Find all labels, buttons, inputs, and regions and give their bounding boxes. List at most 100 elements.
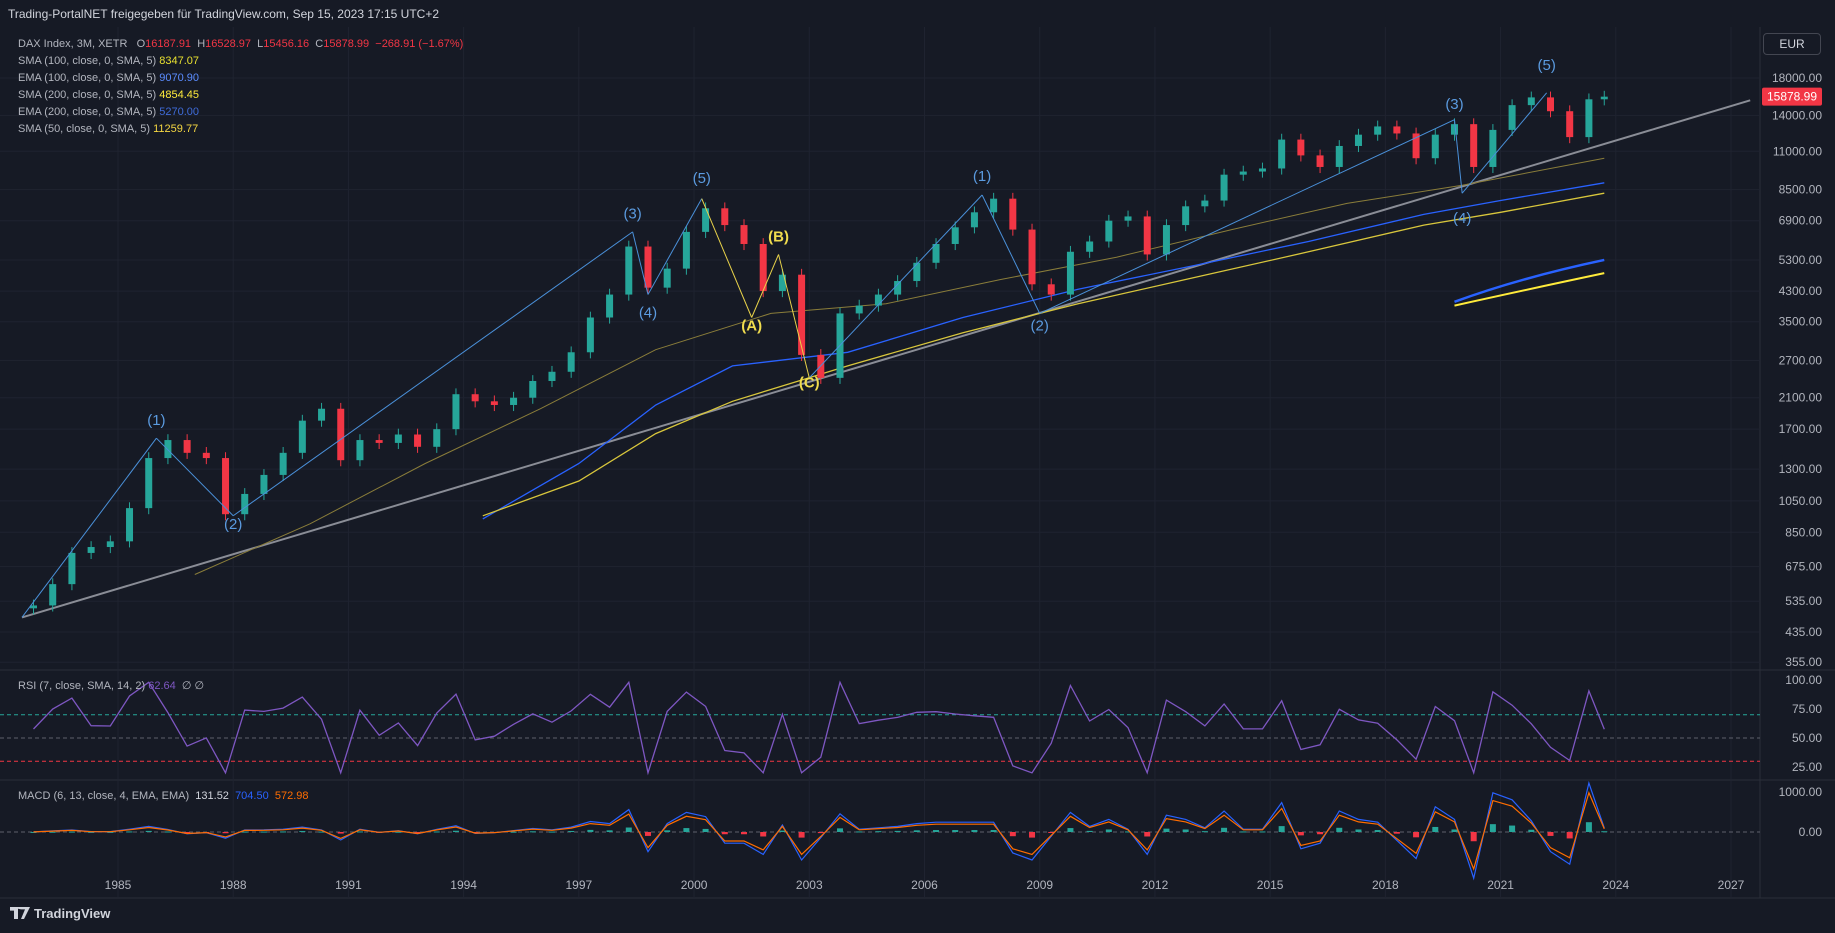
candle — [164, 440, 172, 459]
candle — [1162, 225, 1170, 255]
macd-histogram-bar — [318, 831, 325, 833]
macd-histogram-bar — [126, 831, 133, 833]
macd-legend[interactable]: MACD (6, 13, close, 4, EMA, EMA) 131.52 … — [18, 790, 309, 802]
last-price-label: 15878.99 — [1767, 90, 1817, 104]
symbol-row[interactable]: DAX Index, 3M, XETR O16187.91 H16528.97 … — [18, 36, 463, 53]
macd-histogram-bar — [856, 831, 863, 833]
candle — [30, 605, 38, 609]
wave-line — [778, 254, 810, 378]
candle — [894, 281, 902, 295]
wave-line — [156, 437, 234, 517]
candle — [68, 552, 76, 585]
rsi-legend[interactable]: RSI (7, close, SMA, 14, 2) 62.64 ∅ ∅ — [18, 679, 204, 692]
candle — [260, 474, 268, 494]
candle — [1239, 171, 1247, 175]
macd-histogram-bar — [837, 828, 844, 832]
candle — [1182, 206, 1190, 226]
candle — [586, 317, 594, 353]
chart-canvas[interactable]: 18000.00 14000.00 11000.00 8500.00 6900.00 53… — [0, 27, 1835, 927]
macd-histogram-bar — [260, 831, 267, 833]
macd-histogram-bar — [1355, 829, 1362, 832]
macd-histogram-bar — [1163, 828, 1170, 832]
candle — [778, 274, 786, 292]
macd-histogram-bar — [1413, 832, 1420, 838]
x-tick-label: 2003 — [796, 878, 823, 892]
indicator-row-sma50[interactable]: SMA (50, close, 0, SMA, 5) 11259.77 — [18, 121, 463, 138]
indicator-label: SMA (50, close, 0, SMA, 5) — [18, 123, 151, 135]
wave-label: (5) — [1537, 57, 1555, 74]
brand-name: TradingView — [34, 906, 111, 921]
macd-histogram-bar — [1144, 832, 1151, 837]
macd-histogram-bar — [644, 832, 651, 836]
macd-histogram-bar — [606, 830, 613, 832]
candle — [222, 458, 230, 515]
y-tick-label: 675.00 — [1785, 560, 1822, 574]
macd-histogram-bar — [740, 832, 747, 835]
macd-histogram-bar — [1125, 831, 1132, 833]
candle — [433, 429, 441, 447]
macd-histogram-bar — [1105, 829, 1112, 832]
high-label: H — [197, 38, 206, 50]
macd-histogram-bar — [587, 829, 594, 832]
indicator-row-ema200[interactable]: EMA (200, close, 0, SMA, 5) 5270.00 — [18, 104, 463, 121]
wave-label: (4) — [1453, 210, 1471, 227]
chart-title: Trading-PortalNET freigegeben für Tradin… — [8, 7, 440, 21]
candle — [87, 547, 95, 553]
y-tick-label: 18000.00 — [1772, 71, 1822, 85]
indicator-row-ema100[interactable]: EMA (100, close, 0, SMA, 5) 9070.90 — [18, 70, 463, 87]
candle — [279, 452, 287, 475]
x-tick-label: 2012 — [1142, 878, 1169, 892]
indicator-row-sma100[interactable]: SMA (100, close, 0, SMA, 5) 8347.07 — [18, 53, 463, 70]
x-tick-label: 1988 — [220, 878, 247, 892]
candle — [1316, 155, 1324, 167]
macd-histogram-bar — [1029, 832, 1036, 838]
candle — [356, 440, 364, 461]
macd-histogram-bar — [779, 830, 786, 832]
candle — [1220, 174, 1228, 201]
wave-label: (3) — [623, 206, 641, 223]
macd-histogram-bar — [702, 828, 709, 832]
wave-line — [1461, 92, 1548, 194]
candle — [932, 243, 940, 263]
indicator-row-sma200[interactable]: SMA (200, close, 0, SMA, 5) 4854.45 — [18, 87, 463, 104]
x-tick-label: 2009 — [1026, 878, 1053, 892]
currency-button[interactable]: EUR — [1763, 33, 1821, 55]
macd-histogram-bar — [721, 832, 728, 835]
candle — [1470, 124, 1478, 167]
macd-histogram-bar — [548, 831, 555, 833]
wave-label: (1) — [147, 412, 165, 429]
macd-histogram-bar — [1489, 824, 1496, 832]
wave-line — [701, 198, 753, 318]
candle — [1124, 216, 1132, 221]
macd-histogram-bar — [1585, 822, 1592, 832]
x-tick-label: 1994 — [450, 878, 477, 892]
wave-line — [981, 194, 1041, 314]
y-tick-label: 535.00 — [1785, 594, 1822, 608]
candle — [1585, 99, 1593, 138]
x-tick-label: 1997 — [566, 878, 593, 892]
candle — [126, 508, 134, 542]
indicator-label: EMA (200, close, 0, SMA, 5) — [18, 106, 157, 118]
candle — [1105, 220, 1113, 242]
y-tick-label: 355.00 — [1785, 655, 1822, 669]
candle — [1450, 124, 1458, 135]
macd-histogram-bar — [299, 831, 306, 833]
tradingview-logo[interactable]: TradingView — [10, 906, 110, 921]
candle — [202, 452, 210, 459]
tradingview-logo-icon — [10, 907, 30, 919]
macd-histogram-bar — [683, 828, 690, 832]
y-tick-label: 435.00 — [1785, 625, 1822, 639]
indicator-value: 5270.00 — [159, 106, 199, 118]
macd-histogram-bar — [145, 830, 152, 832]
candle — [1086, 241, 1094, 252]
candle — [394, 434, 402, 443]
macd-histogram-bar — [414, 832, 421, 833]
macd-histogram-bar — [1317, 832, 1324, 835]
wave-label: (1) — [973, 168, 991, 185]
macd-histogram-bar — [68, 831, 75, 833]
macd-histogram-bar — [510, 831, 517, 833]
candle — [183, 440, 191, 453]
macd-histogram-bar — [1221, 827, 1228, 832]
close-label: C — [315, 38, 324, 50]
wave-label: (2) — [1031, 317, 1049, 334]
